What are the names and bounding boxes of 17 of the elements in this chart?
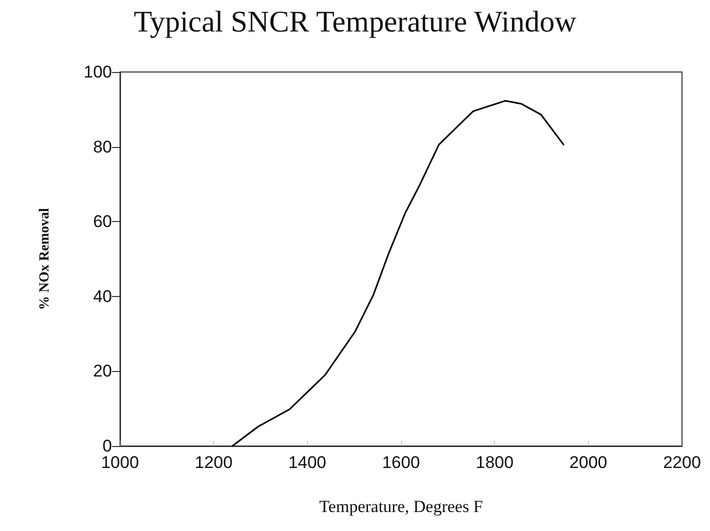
y-tick-label: 80 xyxy=(93,137,112,156)
y-tick-label: 100 xyxy=(84,62,112,82)
x-axis-title: Temperature, Degrees F xyxy=(319,497,483,516)
x-tick-label: 2200 xyxy=(663,453,701,472)
x-tick-label: 1400 xyxy=(288,453,326,472)
line-series xyxy=(232,100,564,447)
x-tick-label: 1000 xyxy=(101,453,139,472)
x-tick-label: 1800 xyxy=(476,453,514,472)
x-tick-label: 1600 xyxy=(382,453,420,472)
x-tick-label: 2000 xyxy=(569,453,608,472)
x-tick-label: 1200 xyxy=(194,453,233,472)
y-tick-label: 20 xyxy=(93,362,112,381)
y-tick-label: 0 xyxy=(102,436,112,456)
y-tick-label: 60 xyxy=(93,212,112,232)
y-axis-title: % NOx Removal xyxy=(38,208,52,310)
chart-title: Typical SNCR Temperature Window xyxy=(134,6,577,38)
y-tick-label: 40 xyxy=(93,286,112,306)
